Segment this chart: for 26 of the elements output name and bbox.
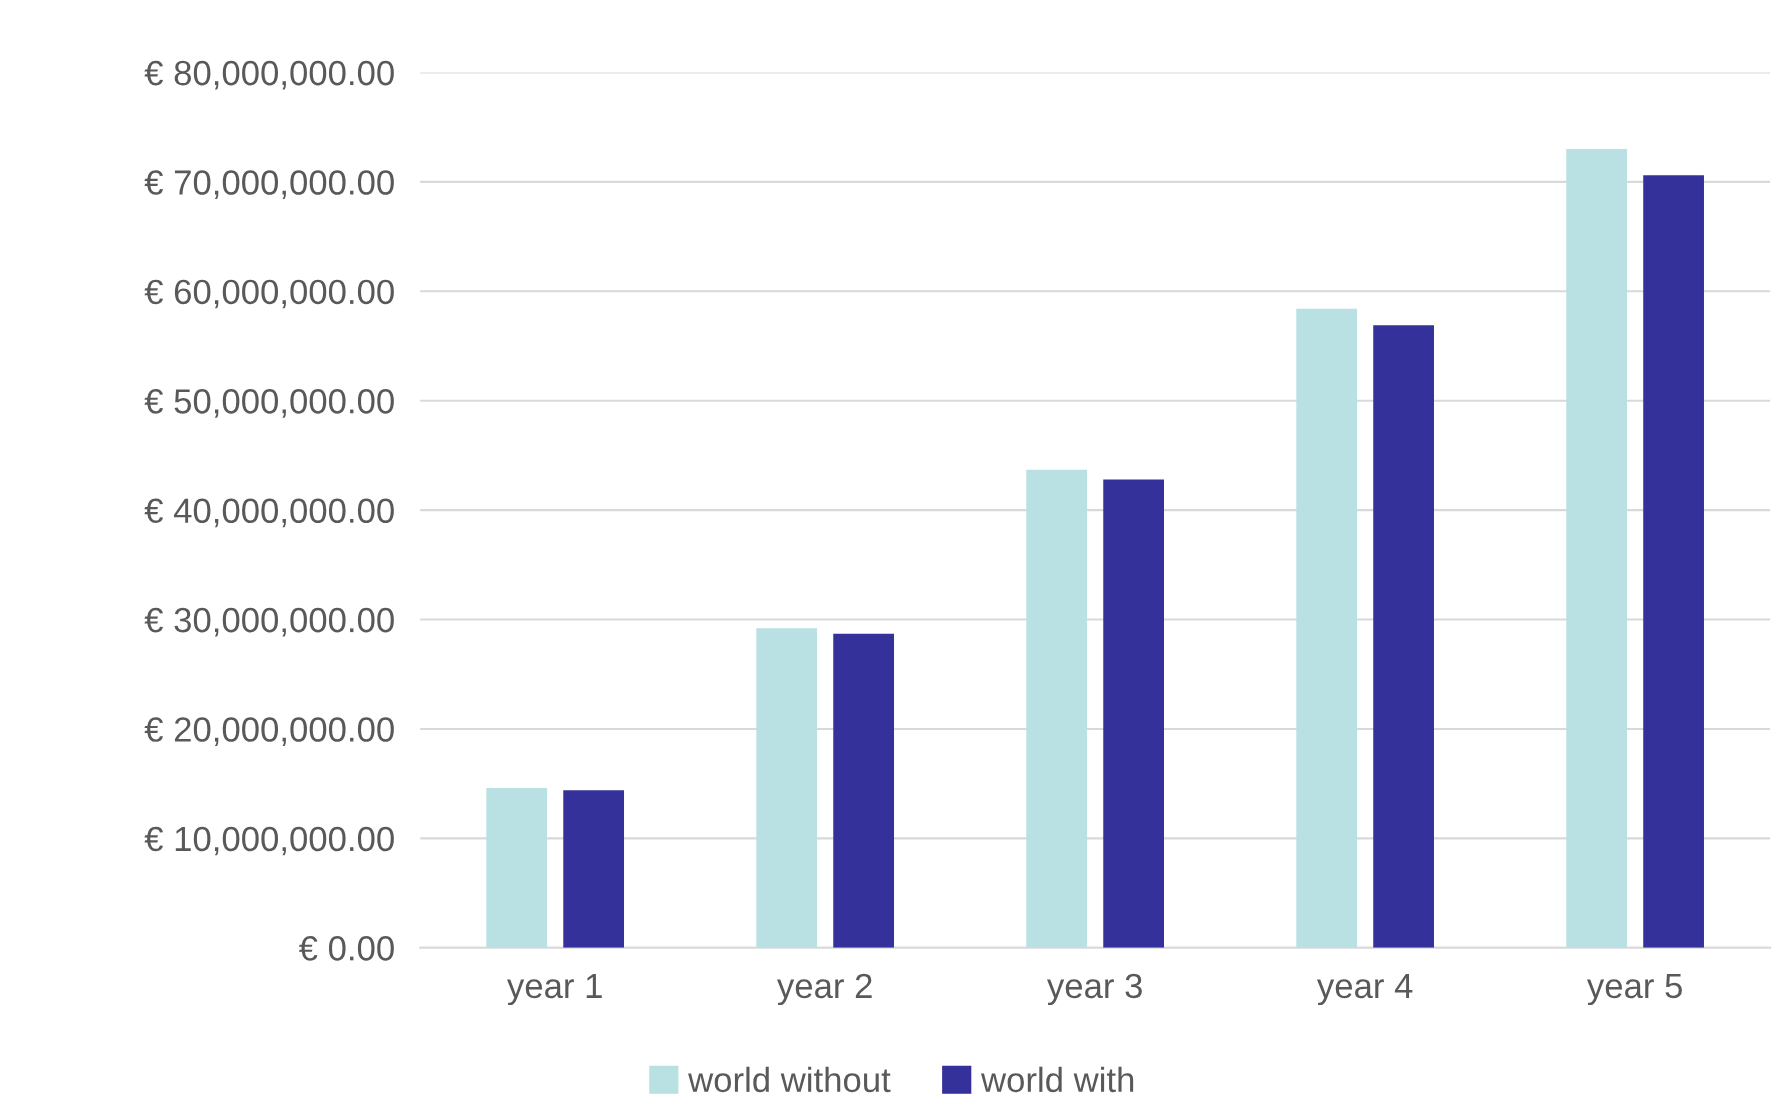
bar <box>1296 308 1358 948</box>
x-tick-label: year 5 <box>1586 974 1682 1006</box>
y-tick-label: € 80,000,000.00 <box>144 60 394 90</box>
bar <box>563 790 625 948</box>
y-tick-label: € 50,000,000.00 <box>144 389 394 418</box>
y-tick-label: € 30,000,000.00 <box>144 607 394 637</box>
x-tick-label: year 4 <box>1316 974 1413 1006</box>
bar <box>1643 175 1704 948</box>
legend-label: world without <box>688 1066 891 1093</box>
x-tick-label: year 1 <box>507 974 602 1006</box>
bar <box>756 628 818 948</box>
y-tick-label: € 20,000,000.00 <box>144 717 394 746</box>
bar <box>486 788 548 948</box>
bar <box>1566 149 1628 948</box>
y-tick-label: € 70,000,000.00 <box>144 170 394 199</box>
bar <box>1026 469 1088 948</box>
bar <box>833 633 895 948</box>
y-tick-label: € 0.00 <box>298 936 394 961</box>
y-tick-label: € 40,000,000.00 <box>144 498 394 528</box>
x-tick-label: year 3 <box>1046 973 1142 1006</box>
y-tick-label: € 10,000,000.00 <box>144 826 394 856</box>
y-tick-label: € 60,000,000.00 <box>144 279 394 309</box>
bar <box>1373 325 1434 948</box>
legend-label: world with <box>980 1066 1134 1093</box>
bar <box>1103 479 1164 948</box>
x-tick-label: year 2 <box>777 973 872 1006</box>
